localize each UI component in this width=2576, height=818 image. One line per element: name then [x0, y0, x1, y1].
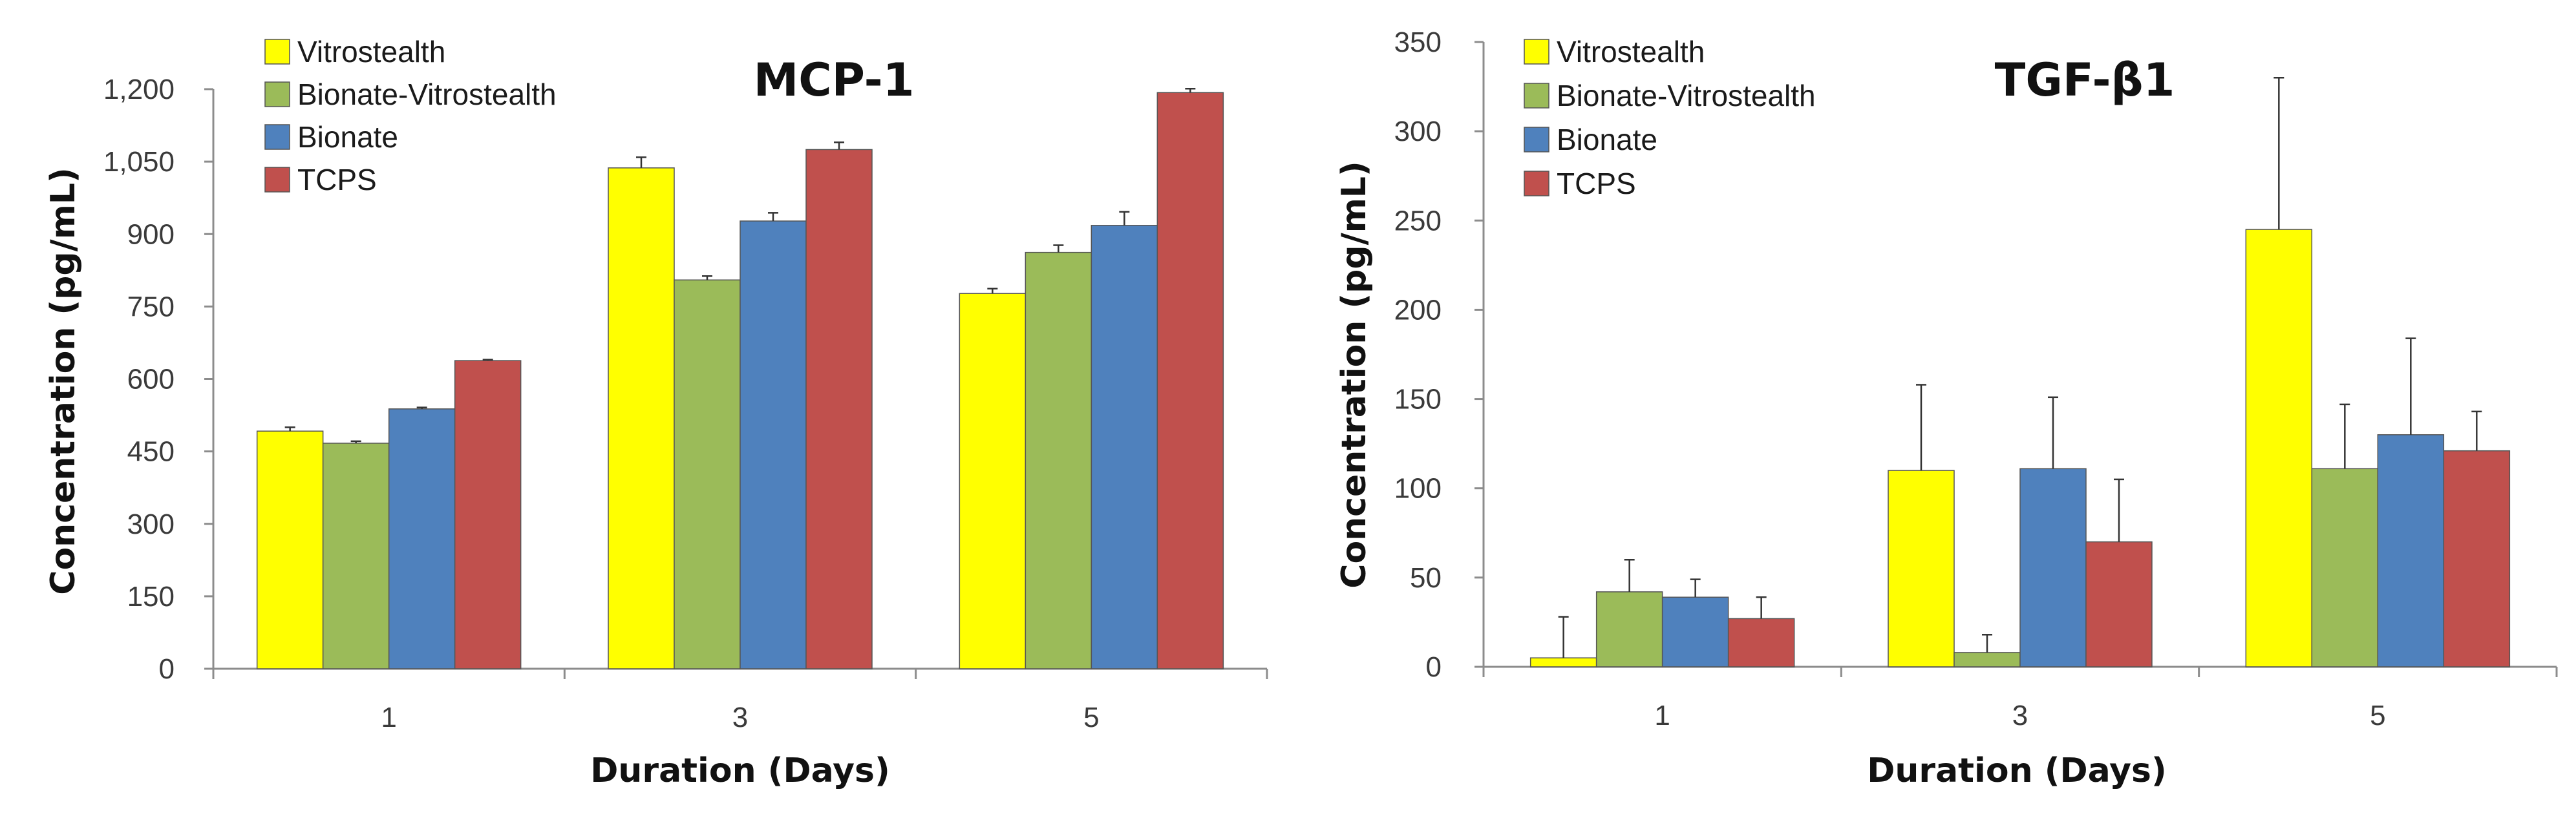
chart-title: TGF-β1	[1995, 54, 2175, 107]
bar-tcps	[2443, 450, 2511, 667]
legend-label: Bionate	[1557, 123, 1657, 156]
legend-swatch	[1524, 39, 1549, 65]
y-tick-label: 1,200	[103, 74, 175, 105]
y-tick-label: 750	[127, 291, 175, 322]
legend: Vitrostealth Bionate-Vitrostealth Bionate T…	[1524, 35, 1816, 200]
y-tick-label: 300	[1394, 116, 1442, 147]
y-tick-label: 150	[127, 581, 175, 613]
y-tick-label: 250	[1394, 205, 1442, 236]
legend-label: Bionate	[297, 120, 398, 154]
legend-label: Vitrostealth	[1557, 35, 1705, 68]
bar-tcps	[1727, 618, 1795, 667]
bars	[256, 88, 1224, 669]
legend-label: TCPS	[297, 163, 377, 196]
x-axis-title: Duration (Days)	[1867, 751, 2166, 790]
x-tick-label: 1	[381, 702, 396, 733]
y-tick-label: 50	[1410, 562, 1442, 594]
bar-tcps	[805, 149, 873, 669]
bar-tcps	[454, 360, 522, 669]
mcp1-chart: MCP-1 Concentration (pg/mL) Duration (Da…	[44, 35, 1268, 790]
legend-swatch	[1524, 171, 1549, 196]
x-axis-title: Duration (Days)	[590, 751, 889, 790]
y-tick-label: 200	[1394, 294, 1442, 326]
legend-swatch	[264, 39, 290, 65]
y-tick-label: 450	[127, 436, 175, 468]
legend-swatch	[264, 124, 290, 150]
legend-swatch	[264, 81, 290, 107]
bar-tcps	[1156, 92, 1224, 669]
bar-bionate-vitrostealth	[322, 443, 390, 669]
bar-vitrostealth	[1529, 657, 1597, 667]
legend-label: Vitrostealth	[297, 35, 445, 68]
axes: 0 150 300 450 600 750 900 1,050 1,200 1 3 5	[103, 74, 1268, 733]
tgfb1-chart: TGF-β1 Concentration (pg/mL) Duration (D…	[1335, 26, 2558, 790]
bar-bionate-vitrostealth	[2311, 468, 2379, 667]
y-tick-label: 350	[1394, 26, 1442, 58]
bar-bionate	[388, 408, 456, 669]
legend-swatch	[1524, 127, 1549, 152]
y-tick-label: 600	[127, 364, 175, 395]
legend-label: Bionate-Vitrostealth	[1557, 79, 1816, 112]
legend: Vitrostealth Bionate-Vitrostealth Bionate T…	[264, 35, 557, 196]
y-tick-label: 0	[1426, 651, 1442, 683]
bar-bionate	[740, 220, 807, 669]
x-tick-label: 1	[1654, 700, 1670, 731]
y-axis-title: Concentration (pg/mL)	[1335, 161, 1374, 588]
bar-bionate	[2377, 434, 2445, 667]
x-tick-label: 3	[2012, 700, 2028, 731]
y-tick-label: 900	[127, 218, 175, 250]
x-tick-label: 5	[1083, 702, 1099, 733]
bar-bionate-vitrostealth	[1953, 652, 2021, 667]
bar-bionate	[1091, 225, 1158, 669]
y-tick-label: 0	[159, 653, 175, 685]
legend-label: Bionate-Vitrostealth	[297, 78, 557, 111]
chart-title: MCP-1	[754, 54, 915, 107]
y-tick-label: 1,050	[103, 146, 175, 178]
legend-label: TCPS	[1557, 167, 1636, 200]
y-tick-label: 100	[1394, 473, 1442, 505]
bar-bionate	[2019, 468, 2087, 667]
bar-vitrostealth	[2245, 229, 2313, 667]
legend-swatch	[264, 167, 290, 193]
bar-bionate	[1661, 596, 1729, 667]
x-tick-label: 3	[732, 702, 748, 733]
bar-bionate-vitrostealth	[1595, 591, 1663, 667]
y-tick-label: 150	[1394, 384, 1442, 415]
bar-tcps	[2085, 541, 2153, 667]
y-axis-title: Concentration (pg/mL)	[44, 167, 83, 594]
y-tick-label: 300	[127, 509, 175, 540]
bar-vitrostealth	[1888, 470, 1955, 667]
bar-bionate-vitrostealth	[1025, 251, 1092, 669]
bars	[1529, 77, 2511, 667]
bar-bionate-vitrostealth	[674, 279, 741, 669]
bar-vitrostealth	[959, 293, 1027, 669]
bar-vitrostealth	[608, 167, 675, 669]
bar-vitrostealth	[256, 430, 324, 669]
legend-swatch	[1524, 83, 1549, 109]
x-tick-label: 5	[2370, 700, 2385, 731]
